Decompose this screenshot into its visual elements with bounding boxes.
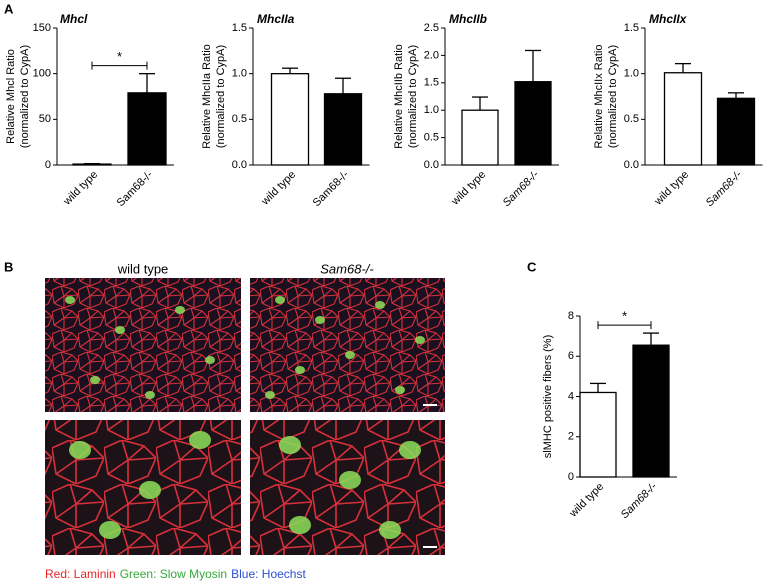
y-tick-label: 0 [45,159,51,171]
y-axis-label: Relative MhcIIa Ratio [201,44,213,149]
panel-label: A [4,1,14,16]
y-tick-label: 4 [568,390,574,402]
caption-part: Blue: Hoechst [231,567,306,581]
bar [514,81,552,166]
x-tick-label: Sam68-/- [704,168,745,209]
x-tick-label: Sam68-/- [115,168,156,209]
y-axis-label: (normalized to CypA) [407,45,419,148]
y-axis-label: (normalized to CypA) [607,45,619,148]
y-tick-label: 150 [33,22,51,34]
y-tick-label: 0.0 [624,159,639,171]
y-tick-label: 50 [39,113,51,125]
chart-title: MhcIIa [257,12,295,26]
x-tick-label: wild type [449,169,488,208]
y-tick-label: 1.5 [424,77,439,89]
x-tick-label: wild type [259,169,298,208]
x-tick-label: Sam68-/- [311,168,352,209]
caption: Red: Laminin Green: Slow Myosin Blue: Hoec… [45,567,306,581]
y-tick-label: 0.5 [232,113,247,125]
image-column-label: wild type [117,261,169,276]
y-tick-label: 6 [568,350,574,362]
chart-title: Mhcl [60,12,88,26]
bar [716,97,756,166]
y-tick-label: 0.0 [232,159,247,171]
y-tick-label: 1.5 [624,22,639,34]
y-tick-label: 2.5 [424,22,439,34]
bar [72,163,112,166]
y-tick-label: 0 [568,471,574,483]
x-tick-label: wild type [61,169,100,208]
y-tick-label: 1.0 [232,68,247,80]
y-tick-label: 1.0 [424,104,439,116]
x-tick-label: wild type [567,481,606,520]
chart-title: MhcIIb [449,12,487,26]
caption-part: Red: Laminin [45,567,116,581]
y-tick-label: 2.0 [424,49,439,61]
y-tick-label: 0.0 [424,159,439,171]
bar [323,93,363,166]
y-axis-label: slMHC positive fibers (%) [542,335,554,458]
chart-title: MhcIIx [649,12,688,26]
y-axis-label: (normalized to CypA) [19,45,31,148]
y-tick-label: 8 [568,310,574,322]
y-tick-label: 100 [33,68,51,80]
y-tick-label: 0.5 [624,113,639,125]
bar [579,391,617,478]
y-axis-label: (normalized to CypA) [215,45,227,148]
y-tick-label: 0.5 [424,132,439,144]
y-axis-label: Relative MhcIIb Ratio [393,44,405,149]
x-tick-label: wild type [652,169,691,208]
caption-part: Green: Slow Myosin [120,567,227,581]
y-tick-label: 1.5 [232,22,247,34]
y-axis-label: Relative MhcIIx Ratio [593,45,605,149]
panel-label: B [4,259,13,274]
panel-label: C [527,259,537,274]
significance-label: * [117,49,122,64]
significance-label: * [622,309,627,324]
x-tick-label: Sam68-/- [501,168,542,209]
y-tick-label: 1.0 [624,68,639,80]
bar [663,72,703,166]
bar [632,344,670,478]
bar [461,109,499,166]
bar [127,92,167,166]
bar [270,73,310,166]
x-tick-label: Sam68-/- [619,480,660,521]
y-tick-label: 2 [568,431,574,443]
image-column-label: Sam68-/- [320,261,374,276]
y-axis-label: Relative Mhcl Ratio [5,49,17,144]
micrographs [45,278,445,555]
